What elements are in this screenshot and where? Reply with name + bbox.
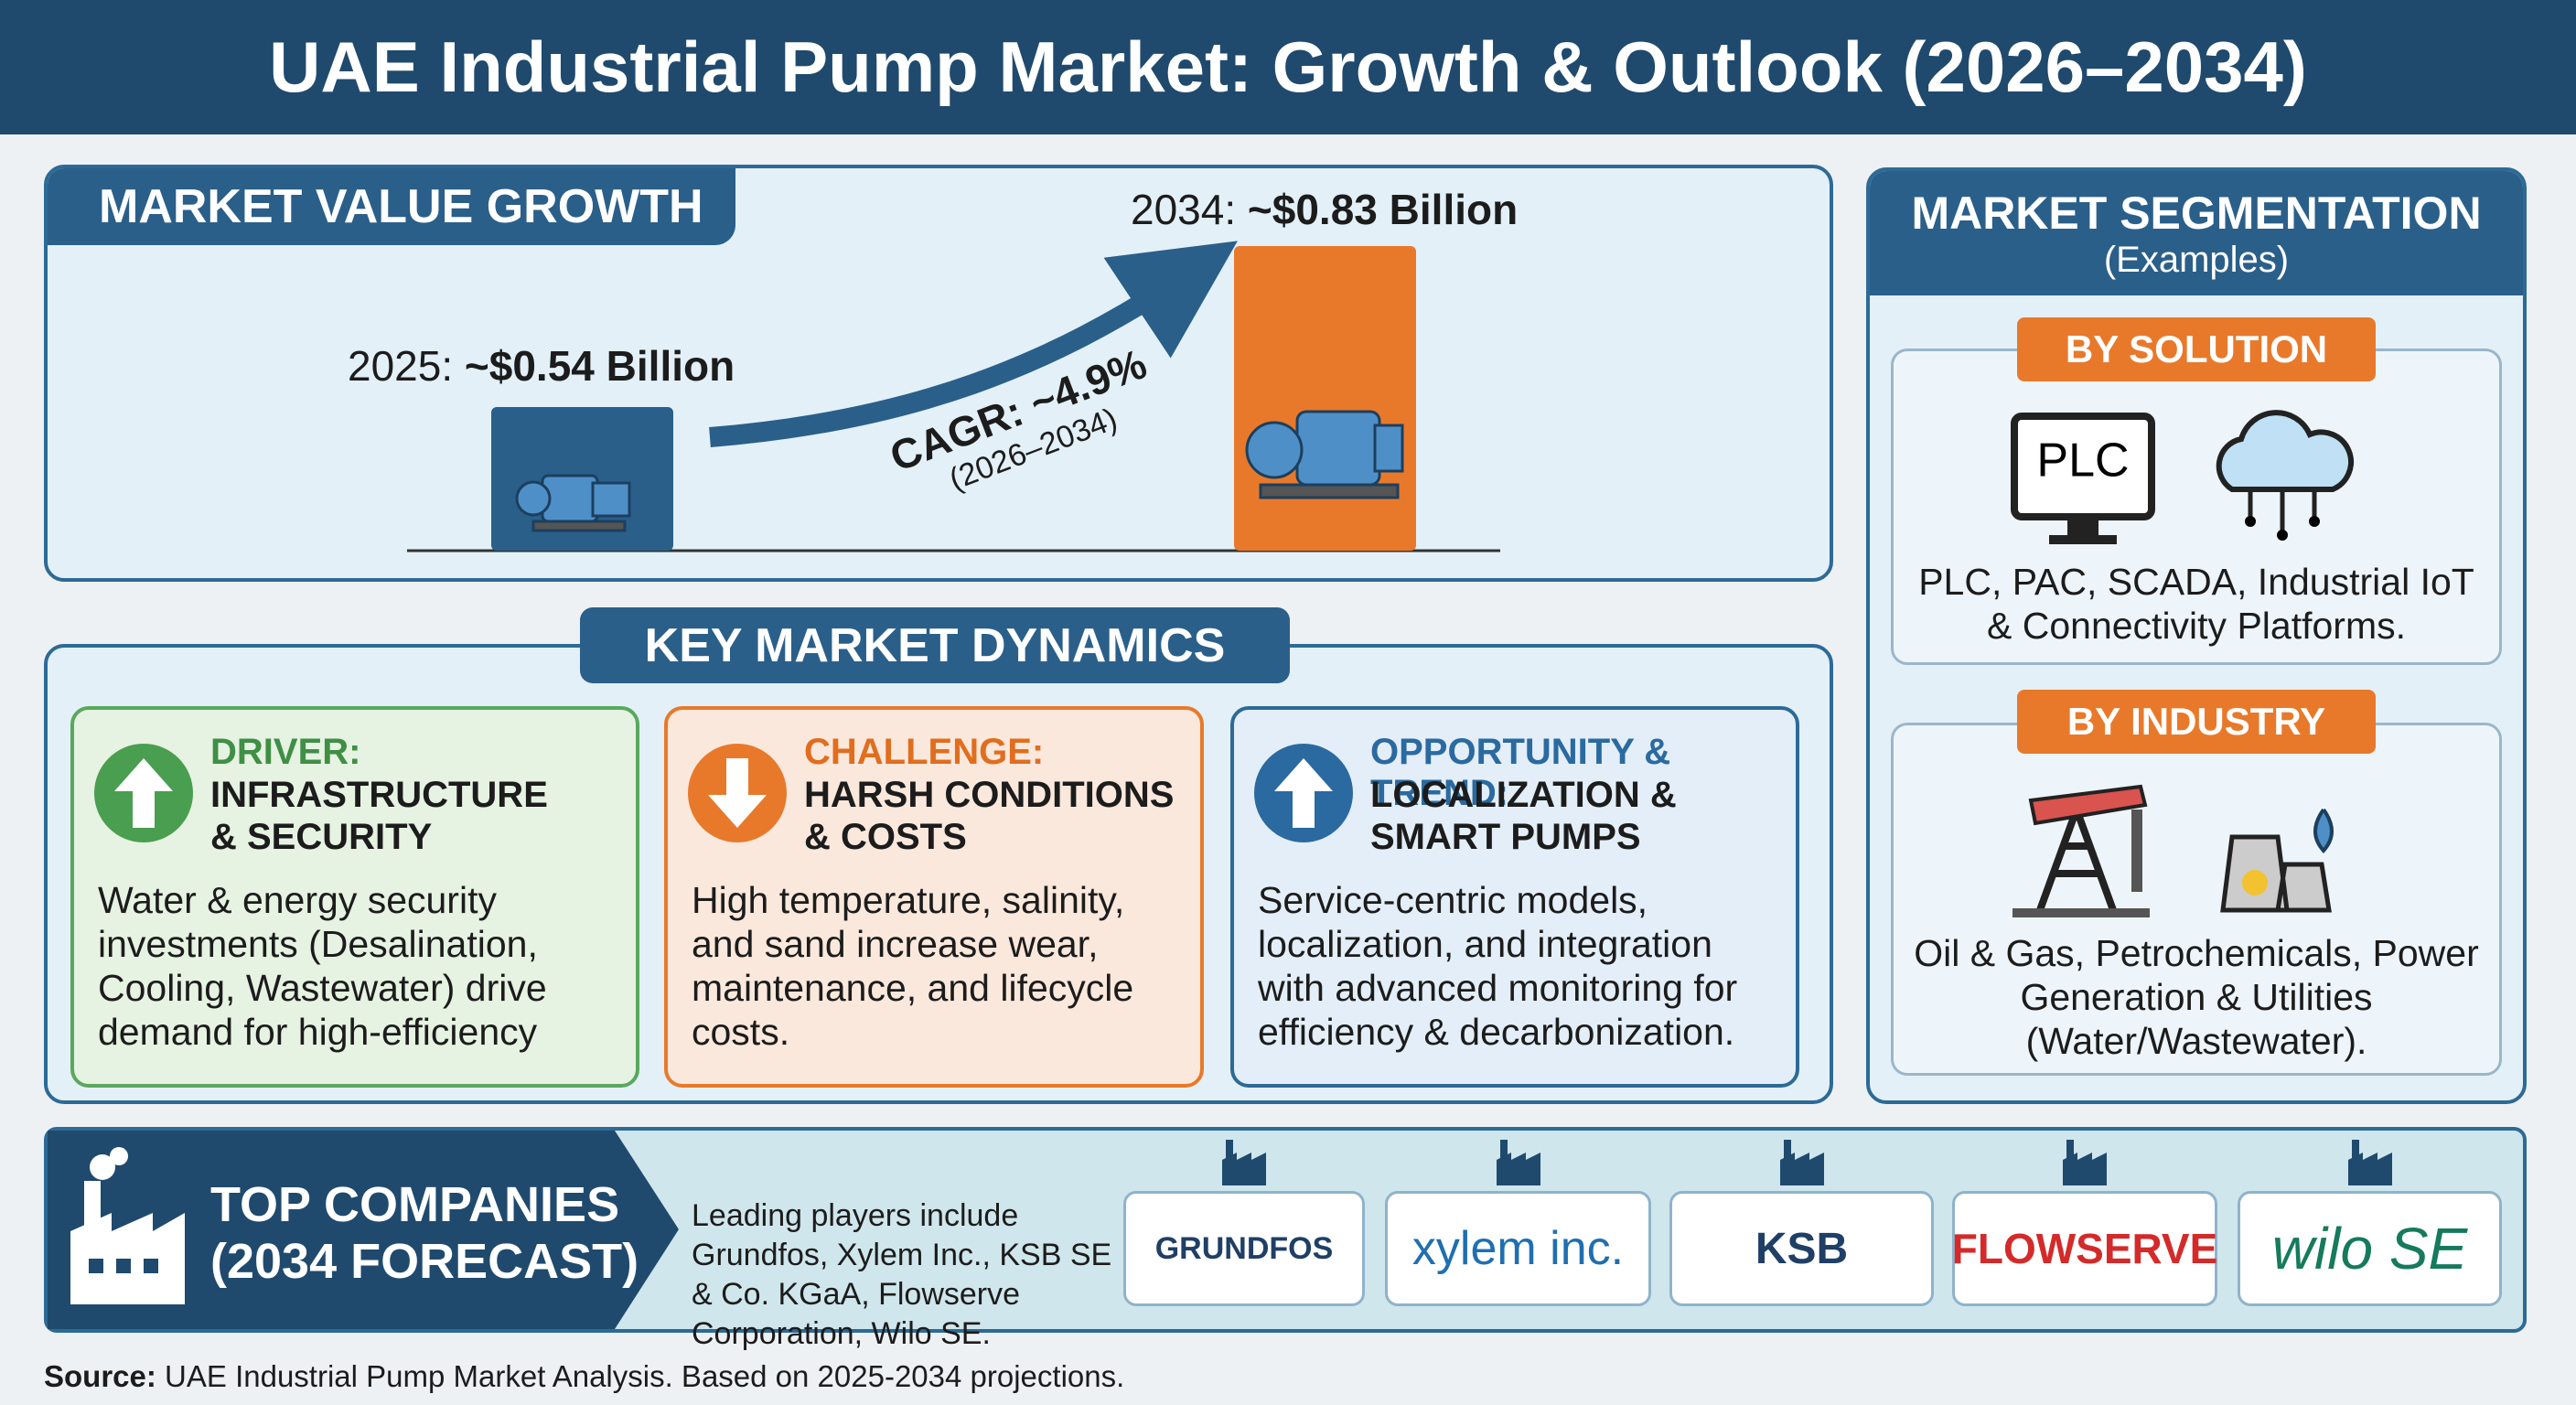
header-bar: UAE Industrial Pump Market: Growth & Out… (0, 0, 2576, 134)
logo-text: xylem inc. (1411, 1222, 1625, 1275)
card-icon (1254, 744, 1353, 842)
card-title: LOCALIZATION & (1370, 775, 1677, 815)
pump-icon (515, 410, 1404, 532)
factory-icon (1496, 1140, 1540, 1185)
heading-text: KEY MARKET DYNAMICS (644, 618, 1226, 672)
start-label: 2025: ~$0.54 Billion (348, 341, 823, 391)
heading-text: MARKET SEGMENTATION (1911, 187, 2482, 239)
source-label: Source: (44, 1359, 156, 1393)
label-text: BY SOLUTION (2065, 327, 2328, 370)
solution-box (1891, 349, 2502, 665)
company-logo: wilo SE (2238, 1191, 2502, 1306)
card-kind: DRIVER: (210, 732, 361, 772)
factory-icon (2063, 1140, 2107, 1185)
growth-arrow (709, 241, 1238, 447)
industry-text: Oil & Gas, Petrochemicals, Power Generat… (1914, 932, 2479, 1062)
end-year: 2034: (1131, 186, 1237, 233)
factory-icon (1222, 1140, 1266, 1185)
heading-line: TOP COMPANIES (210, 1177, 620, 1232)
factory-icon (1779, 1140, 1824, 1185)
card-title: HARSH CONDITIONS (804, 775, 1175, 815)
company-logo: xylem inc. (1385, 1191, 1651, 1306)
logo-text: GRUNDFOS (1154, 1230, 1334, 1266)
card-kind: CHALLENGE: (804, 732, 1045, 772)
start-value: ~$0.54 Billion (464, 342, 735, 390)
end-value: ~$0.83 Billion (1247, 186, 1519, 233)
logo-text: wilo SE (2271, 1216, 2468, 1282)
logo-text: KSB (1755, 1224, 1849, 1273)
start-year: 2025: (348, 342, 454, 390)
growth-graphic (407, 241, 1500, 552)
industry-label: BY INDUSTRY (2017, 690, 2376, 754)
source-line: Source: UAE Industrial Pump Market Analy… (44, 1359, 1124, 1394)
solution-text: PLC, PAC, SCADA, Industrial IoT & Connec… (1918, 561, 2474, 647)
companies-heading: TOP COMPANIES (2034 FORECAST) (210, 1176, 639, 1290)
company-logo: KSB (1669, 1191, 1934, 1306)
card-title: INFRASTRUCTURE (210, 775, 548, 815)
card-icon (688, 744, 787, 842)
title: UAE Industrial Pump Market: Growth & Out… (269, 27, 2307, 107)
card-text: Service-centric models, localization, an… (1258, 879, 1738, 1053)
label-text: BY INDUSTRY (2066, 700, 2326, 743)
company-logo: GRUNDFOS (1123, 1191, 1365, 1306)
card-kind: OPPORTUNITY & TREND: (1370, 732, 1671, 813)
subheading: (Examples) (2103, 239, 2290, 280)
industry-icons (2012, 784, 2334, 917)
card-title: & COSTS (804, 817, 967, 857)
card-title: SMART PUMPS (1370, 817, 1641, 857)
panel-heading: MARKET SEGMENTATION (Examples) (1870, 171, 2523, 295)
panel-heading: MARKET VALUE GROWTH (48, 168, 735, 245)
heading-line: (2034 FORECAST) (210, 1234, 639, 1289)
bar-2034 (1234, 246, 1416, 551)
company-logo: FLOWSERVE (1952, 1191, 2217, 1306)
card-title: & SECURITY (210, 817, 433, 857)
companies-text: Leading players include Grundfos, Xylem … (692, 1198, 1112, 1351)
card-text: Water & energy security investments (Des… (98, 879, 547, 1053)
companies-banner (48, 1131, 679, 1329)
logo-text: FLOWSERVE (1951, 1225, 2218, 1272)
solution-icons: PLC (2011, 410, 2354, 544)
solution-label: BY SOLUTION (2017, 317, 2376, 381)
plc-icon-text: PLC (2036, 434, 2129, 488)
source-text: UAE Industrial Pump Market Analysis. Bas… (165, 1359, 1125, 1393)
end-label: 2034: ~$0.83 Billion (1131, 185, 1606, 234)
panel-heading: KEY MARKET DYNAMICS (580, 607, 1290, 683)
card-icon (94, 744, 193, 842)
card-text: High temperature, salinity, and sand inc… (692, 879, 1134, 1053)
factory-icon (2347, 1140, 2392, 1185)
heading-text: MARKET VALUE GROWTH (99, 180, 703, 233)
